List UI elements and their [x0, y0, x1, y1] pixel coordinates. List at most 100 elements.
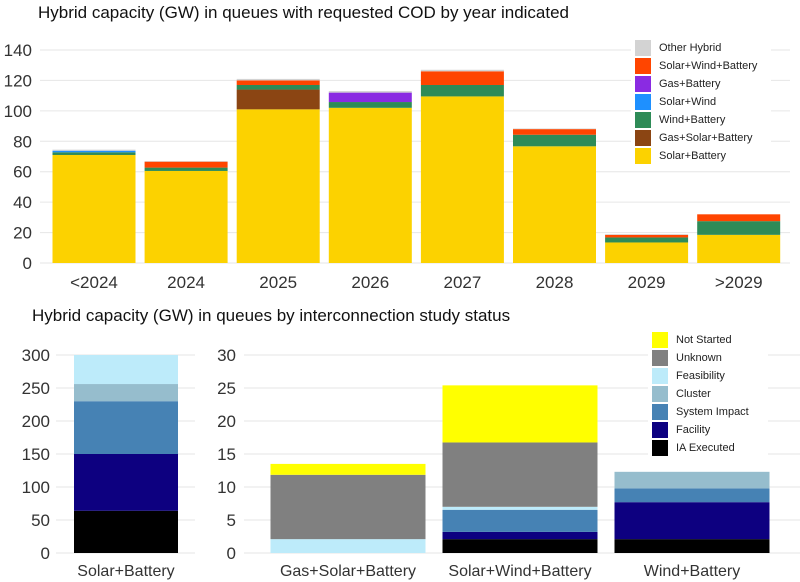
- y-tick-label: 80: [13, 132, 32, 151]
- legend-label: Not Started: [676, 334, 732, 346]
- bar-segment: [74, 454, 178, 511]
- y-tick-label: 0: [41, 544, 50, 563]
- bar-segment: [236, 89, 320, 110]
- y-tick-label: 10: [217, 478, 236, 497]
- y-tick-label: 30: [217, 346, 236, 365]
- y-tick-label: 60: [13, 163, 32, 182]
- y-tick-label: 20: [13, 224, 32, 243]
- bar-segment: [605, 242, 689, 263]
- legend-label: IA Executed: [676, 442, 735, 454]
- legend-swatch: [635, 130, 651, 146]
- bar-segment: [442, 506, 598, 510]
- legend-swatch: [635, 94, 651, 110]
- y-tick-label: 150: [22, 445, 50, 464]
- bar-segment: [74, 384, 178, 402]
- bar-segment: [52, 154, 136, 263]
- bar-segment: [614, 471, 770, 489]
- legend-label: Feasibility: [676, 370, 725, 382]
- legend-label: Wind+Battery: [659, 114, 726, 126]
- y-tick-label: 200: [22, 412, 50, 431]
- bar-segment: [697, 221, 781, 235]
- legend-swatch: [652, 332, 668, 348]
- legend-background: [631, 37, 771, 167]
- bar-segment: [442, 539, 598, 553]
- legend-swatch: [635, 76, 651, 92]
- bottom-chart-title: Hybrid capacity (GW) in queues by interc…: [32, 306, 511, 325]
- y-tick-label: 15: [217, 445, 236, 464]
- legend-swatch: [635, 40, 651, 56]
- bar-segment: [442, 531, 598, 540]
- legend-label: Other Hybrid: [659, 42, 721, 54]
- y-tick-label: 140: [4, 41, 32, 60]
- bar-segment: [513, 129, 596, 135]
- y-tick-label: 100: [4, 102, 32, 121]
- bar-segment: [236, 78, 320, 81]
- bar-segment: [605, 234, 689, 235]
- bar-segment: [697, 214, 781, 222]
- legend-swatch: [652, 386, 668, 402]
- bar-segment: [74, 355, 178, 385]
- y-tick-label: 250: [22, 379, 50, 398]
- bar-segment: [328, 102, 412, 108]
- bar-segment: [420, 71, 504, 85]
- bar-segment: [605, 234, 689, 238]
- y-tick-label: 100: [22, 478, 50, 497]
- y-tick-label: 40: [13, 193, 32, 212]
- legend-label: Solar+Wind: [659, 96, 716, 108]
- legend-swatch: [635, 112, 651, 128]
- bar-segment: [420, 84, 504, 97]
- bar-segment: [74, 401, 178, 454]
- x-tick-label: 2028: [536, 273, 574, 292]
- legend-label: Unknown: [676, 352, 722, 364]
- x-tick-label: Solar+Battery: [77, 563, 174, 580]
- x-tick-label: 2024: [167, 273, 205, 292]
- bar-segment: [442, 385, 598, 443]
- legend-label: Cluster: [676, 388, 711, 400]
- bar-segment: [236, 109, 320, 263]
- bar-segment: [697, 234, 781, 263]
- bar-segment: [442, 442, 598, 507]
- x-tick-label: Solar+Wind+Battery: [448, 563, 591, 580]
- bar-segment: [270, 539, 426, 553]
- bar-segment: [605, 237, 689, 243]
- x-tick-label: 2026: [351, 273, 389, 292]
- y-tick-label: 0: [23, 254, 32, 273]
- bar-segment: [236, 80, 320, 85]
- legend-swatch: [652, 350, 668, 366]
- bar-segment: [420, 96, 504, 264]
- y-tick-label: 120: [4, 71, 32, 90]
- bar-segment: [328, 92, 412, 103]
- x-tick-label: 2027: [443, 273, 481, 292]
- top-chart-title: Hybrid capacity (GW) in queues with requ…: [38, 3, 570, 22]
- bar-segment: [52, 150, 136, 153]
- bar-segment: [614, 488, 770, 503]
- x-tick-label: 2029: [628, 273, 666, 292]
- bar-segment: [328, 107, 412, 263]
- bar-segment: [420, 69, 504, 72]
- bar-segment: [236, 84, 320, 90]
- legend-label: Solar+Battery: [659, 150, 726, 162]
- bar-segment: [74, 510, 178, 553]
- x-tick-label: Gas+Solar+Battery: [280, 563, 416, 580]
- bar-segment: [144, 161, 228, 162]
- bar-segment: [52, 149, 136, 151]
- x-tick-label: >2029: [715, 273, 763, 292]
- y-tick-label: 25: [217, 379, 236, 398]
- bar-segment: [144, 167, 228, 171]
- legend-label: Facility: [676, 424, 711, 436]
- bar-segment: [144, 170, 228, 263]
- legend-label: Solar+Wind+Battery: [659, 60, 758, 72]
- y-tick-label: 300: [22, 346, 50, 365]
- x-tick-label: <2024: [70, 273, 118, 292]
- legend-swatch: [635, 148, 651, 164]
- x-tick-label: Wind+Battery: [644, 563, 740, 580]
- top-chart: 0 20 40 60 80 100 120 140 <2024 2024 2025 2026 2027 2…: [3, 37, 790, 292]
- legend-swatch: [652, 404, 668, 420]
- y-tick-label: 5: [227, 511, 236, 530]
- bar-segment: [614, 539, 770, 553]
- bar-segment: [513, 134, 596, 147]
- legend-label: Gas+Solar+Battery: [659, 132, 753, 144]
- bar-segment: [270, 463, 426, 475]
